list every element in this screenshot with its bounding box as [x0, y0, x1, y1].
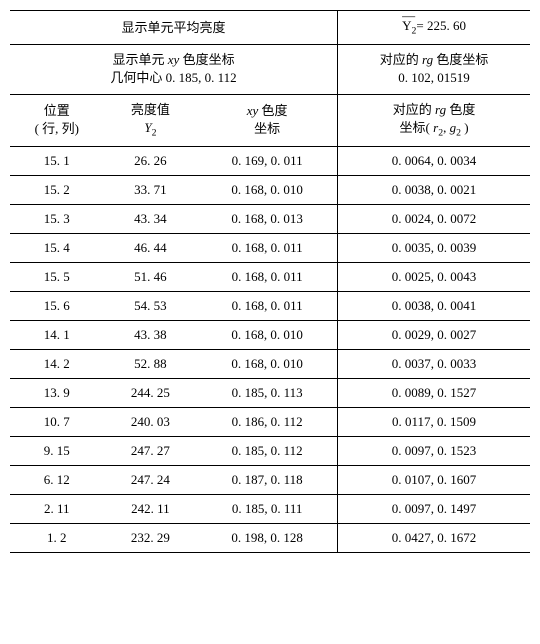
cell-xy: 0. 168, 0. 010	[197, 350, 337, 379]
cell-position: 14. 2	[10, 350, 104, 379]
cell-xy: 0. 187, 0. 118	[197, 466, 337, 495]
cell-position: 9. 15	[10, 437, 104, 466]
cell-luminance: 52. 88	[104, 350, 198, 379]
header-right: Y2= 225. 60	[338, 11, 530, 45]
table-row: 13. 9244. 250. 185, 0. 1130. 0089, 0. 15…	[10, 379, 530, 408]
cell-rg: 0. 0097, 0. 1497	[338, 495, 530, 524]
cell-xy: 0. 168, 0. 011	[197, 292, 337, 321]
cell-luminance: 33. 71	[104, 176, 198, 205]
subheader-left: 显示单元 xy 色度坐标 几何中心 0. 185, 0. 112	[10, 45, 338, 94]
data-table: 显示单元平均亮度 Y2= 225. 60 显示单元 xy 色度坐标 几何中心 0…	[10, 10, 530, 553]
table-row: 15. 654. 530. 168, 0. 0110. 0038, 0. 004…	[10, 292, 530, 321]
data-table-container: 显示单元平均亮度 Y2= 225. 60 显示单元 xy 色度坐标 几何中心 0…	[10, 10, 530, 553]
table-row: 15. 446. 440. 168, 0. 0110. 0035, 0. 003…	[10, 234, 530, 263]
cell-rg: 0. 0117, 0. 1509	[338, 408, 530, 437]
cell-position: 13. 9	[10, 379, 104, 408]
cell-xy: 0. 185, 0. 112	[197, 437, 337, 466]
cell-luminance: 43. 34	[104, 205, 198, 234]
cell-luminance: 232. 29	[104, 524, 198, 553]
cell-position: 10. 7	[10, 408, 104, 437]
table-row: 15. 551. 460. 168, 0. 0110. 0025, 0. 004…	[10, 263, 530, 292]
cell-position: 2. 11	[10, 495, 104, 524]
cell-rg: 0. 0107, 0. 1607	[338, 466, 530, 495]
cell-rg: 0. 0427, 0. 1672	[338, 524, 530, 553]
cell-position: 6. 12	[10, 466, 104, 495]
cell-luminance: 247. 27	[104, 437, 198, 466]
cell-luminance: 244. 25	[104, 379, 198, 408]
cell-rg: 0. 0038, 0. 0041	[338, 292, 530, 321]
cell-xy: 0. 168, 0. 011	[197, 263, 337, 292]
cell-rg: 0. 0064, 0. 0034	[338, 147, 530, 176]
cell-rg: 0. 0037, 0. 0033	[338, 350, 530, 379]
cell-xy: 0. 185, 0. 111	[197, 495, 337, 524]
cell-rg: 0. 0029, 0. 0027	[338, 321, 530, 350]
cell-xy: 0. 169, 0. 011	[197, 147, 337, 176]
table-row: 14. 252. 880. 168, 0. 0100. 0037, 0. 003…	[10, 350, 530, 379]
cell-position: 15. 4	[10, 234, 104, 263]
col-header-luminance: 亮度值Y2	[104, 94, 198, 146]
cell-position: 15. 6	[10, 292, 104, 321]
table-row: 6. 12247. 240. 187, 0. 1180. 0107, 0. 16…	[10, 466, 530, 495]
subheader-right: 对应的 rg 色度坐标 0. 102, 01519	[338, 45, 530, 94]
cell-position: 15. 5	[10, 263, 104, 292]
cell-position: 15. 3	[10, 205, 104, 234]
cell-rg: 0. 0024, 0. 0072	[338, 205, 530, 234]
cell-luminance: 242. 11	[104, 495, 198, 524]
cell-rg: 0. 0025, 0. 0043	[338, 263, 530, 292]
cell-xy: 0. 168, 0. 010	[197, 176, 337, 205]
cell-position: 14. 1	[10, 321, 104, 350]
table-row: 10. 7240. 030. 186, 0. 1120. 0117, 0. 15…	[10, 408, 530, 437]
cell-luminance: 240. 03	[104, 408, 198, 437]
cell-luminance: 51. 46	[104, 263, 198, 292]
cell-xy: 0. 168, 0. 011	[197, 234, 337, 263]
cell-xy: 0. 186, 0. 112	[197, 408, 337, 437]
cell-xy: 0. 168, 0. 010	[197, 321, 337, 350]
table-body: 15. 126. 260. 169, 0. 0110. 0064, 0. 003…	[10, 147, 530, 553]
table-row: 15. 343. 340. 168, 0. 0130. 0024, 0. 007…	[10, 205, 530, 234]
cell-luminance: 247. 24	[104, 466, 198, 495]
table-row: 14. 143. 380. 168, 0. 0100. 0029, 0. 002…	[10, 321, 530, 350]
cell-rg: 0. 0035, 0. 0039	[338, 234, 530, 263]
cell-luminance: 46. 44	[104, 234, 198, 263]
cell-rg: 0. 0097, 0. 1523	[338, 437, 530, 466]
col-header-rg: 对应的 rg 色度坐标( r2, g2 )	[338, 94, 530, 146]
col-header-position: 位置( 行, 列)	[10, 94, 104, 146]
cell-rg: 0. 0089, 0. 1527	[338, 379, 530, 408]
table-row: 15. 233. 710. 168, 0. 0100. 0038, 0. 002…	[10, 176, 530, 205]
cell-luminance: 54. 53	[104, 292, 198, 321]
cell-xy: 0. 185, 0. 113	[197, 379, 337, 408]
cell-xy: 0. 198, 0. 128	[197, 524, 337, 553]
cell-luminance: 43. 38	[104, 321, 198, 350]
cell-position: 15. 2	[10, 176, 104, 205]
table-row: 1. 2232. 290. 198, 0. 1280. 0427, 0. 167…	[10, 524, 530, 553]
table-row: 2. 11242. 110. 185, 0. 1110. 0097, 0. 14…	[10, 495, 530, 524]
cell-luminance: 26. 26	[104, 147, 198, 176]
cell-position: 15. 1	[10, 147, 104, 176]
header-left: 显示单元平均亮度	[10, 11, 338, 45]
cell-rg: 0. 0038, 0. 0021	[338, 176, 530, 205]
cell-xy: 0. 168, 0. 013	[197, 205, 337, 234]
table-row: 9. 15247. 270. 185, 0. 1120. 0097, 0. 15…	[10, 437, 530, 466]
col-header-xy: xy 色度坐标	[197, 94, 337, 146]
table-row: 15. 126. 260. 169, 0. 0110. 0064, 0. 003…	[10, 147, 530, 176]
cell-position: 1. 2	[10, 524, 104, 553]
